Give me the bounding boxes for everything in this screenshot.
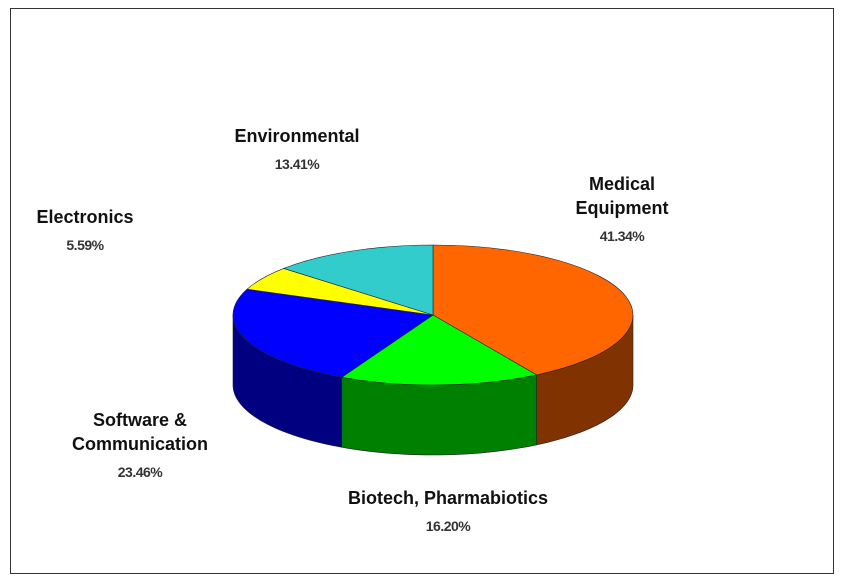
category-label: Software & Communication (71, 410, 208, 454)
value-label: 23.46% (117, 464, 163, 480)
slice (340, 314, 538, 386)
slice-label: Medical Equipment 41.34% (552, 172, 692, 244)
slice (432, 244, 634, 376)
value-label: 13.41% (274, 156, 320, 172)
value-label: 5.59% (66, 237, 104, 253)
slice-label: Electronics 5.59% (5, 205, 165, 253)
category-label: Electronics (36, 207, 134, 227)
slice-side (341, 374, 537, 456)
category-label: Environmental (234, 126, 360, 146)
chart-frame (10, 8, 834, 574)
value-label: 41.34% (599, 228, 645, 244)
slice (232, 288, 434, 378)
slice-label: Environmental 13.41% (197, 124, 397, 172)
category-label: Biotech, Pharmabiotics (347, 488, 549, 508)
slice (282, 244, 434, 316)
value-label: 16.20% (425, 518, 471, 534)
slice-label: Biotech, Pharmabiotics 16.20% (248, 486, 648, 534)
category-label: Medical Equipment (575, 174, 669, 218)
slice-label: Software & Communication 23.46% (40, 408, 240, 480)
